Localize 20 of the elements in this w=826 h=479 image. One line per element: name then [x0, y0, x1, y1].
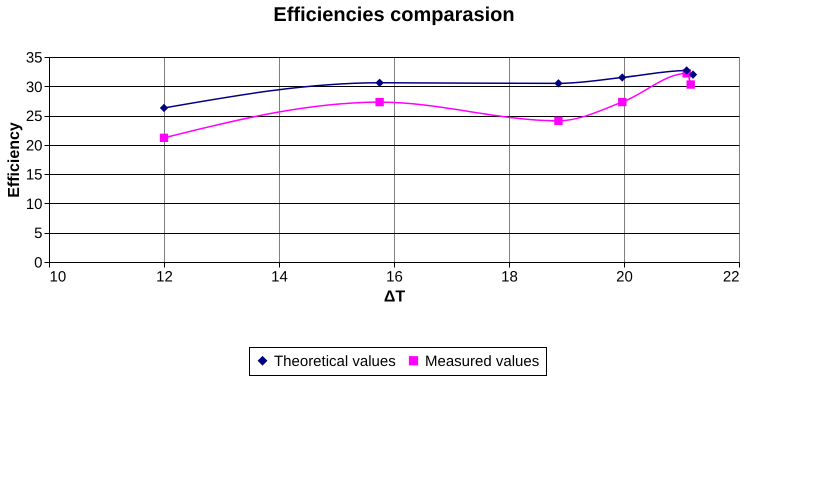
- y-tick-label: 0: [34, 254, 42, 272]
- x-tick-label: 22: [722, 268, 740, 286]
- x-tick-label: 12: [156, 268, 173, 286]
- chart-title: Efficiencies comparasion: [273, 4, 515, 26]
- x-tick-label: 16: [386, 268, 403, 286]
- y-tick-label: 5: [34, 225, 42, 242]
- y-axis-title: Efficiency: [6, 122, 23, 198]
- x-axis-title: ΔT: [384, 288, 406, 306]
- y-tick-label: 25: [26, 108, 42, 126]
- y-tick-label: 20: [26, 137, 42, 154]
- y-tick-label: 30: [26, 78, 42, 96]
- legend-label: Theoretical values: [274, 352, 396, 370]
- x-tick-label: 18: [501, 268, 518, 286]
- legend-label: Measured values: [425, 352, 540, 370]
- x-tick-label: 20: [616, 268, 633, 286]
- y-tick-label: 35: [26, 50, 42, 66]
- x-tick-label: 14: [271, 268, 288, 286]
- x-tick-label: 10: [50, 268, 66, 286]
- y-tick-label: 10: [26, 196, 42, 213]
- y-tick-label: 15: [26, 166, 42, 184]
